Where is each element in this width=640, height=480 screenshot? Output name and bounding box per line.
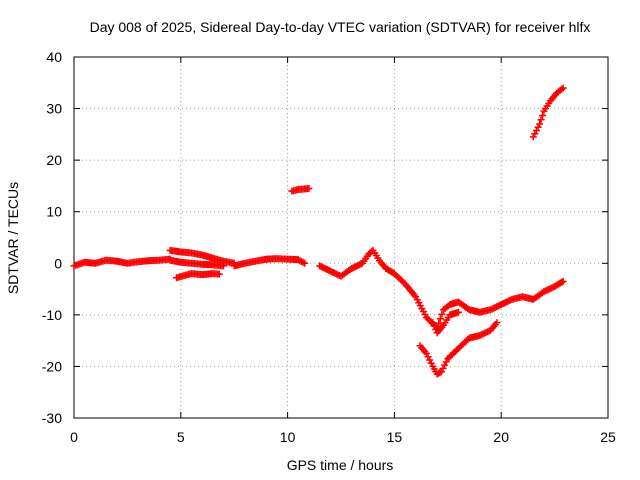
y-tick-label: 40 [46,49,62,65]
data-point [537,116,545,124]
data-marks [70,84,567,378]
data-point [305,185,313,193]
y-tick-label: 0 [54,255,62,271]
series-segment-5b [429,308,462,337]
data-point [301,259,309,267]
data-point [559,84,567,92]
data-point [424,353,432,361]
data-point [538,111,546,119]
x-tick-label: 0 [70,429,78,445]
data-point [559,277,567,285]
series-segment-3 [230,255,309,270]
data-point [529,133,537,141]
series-segment-1 [70,255,174,270]
data-point [558,278,566,286]
x-tick-label: 20 [493,429,509,445]
data-point [438,310,446,318]
y-tick-label: 10 [46,204,62,220]
y-tick-label: -10 [42,307,62,323]
y-tick-label: -30 [42,410,62,426]
data-point [430,322,438,330]
data-point [536,120,544,128]
data-point [220,262,228,270]
data-point [493,319,501,327]
chart-title: Day 008 of 2025, Sidereal Day-to-day VTE… [90,19,591,35]
y-tick-label: 30 [46,101,62,117]
plot-area-frame [73,56,609,419]
data-point [435,319,443,327]
series-segment-6 [416,319,501,378]
x-tick-label: 25 [600,429,616,445]
series-segment-4 [288,185,313,195]
series-segment-7 [529,84,567,141]
data-point [436,315,444,323]
series-segment-2c [173,270,223,282]
x-axis-label: GPS time / hours [287,457,394,473]
y-axis-label: SDTVAR / TECUs [5,182,21,294]
x-tick-label: 5 [177,429,185,445]
series-segment-2b [166,256,228,270]
data-point [426,356,434,364]
data-point [429,319,437,327]
axes: 0 5 10 15 20 25 -30 -20 -10 0 10 20 30 40 [42,49,616,445]
grid [74,57,608,418]
x-tick-label: 15 [387,429,403,445]
y-tick-label: 20 [46,152,62,168]
data-point [534,123,542,131]
data-point [436,368,444,376]
series-segment-5 [316,246,567,332]
data-point [215,270,223,278]
data-point [454,308,462,316]
data-point [532,126,540,134]
data-point [441,361,449,369]
data-point [531,130,539,138]
y-tick-label: -20 [42,358,62,374]
x-tick-label: 10 [280,429,296,445]
